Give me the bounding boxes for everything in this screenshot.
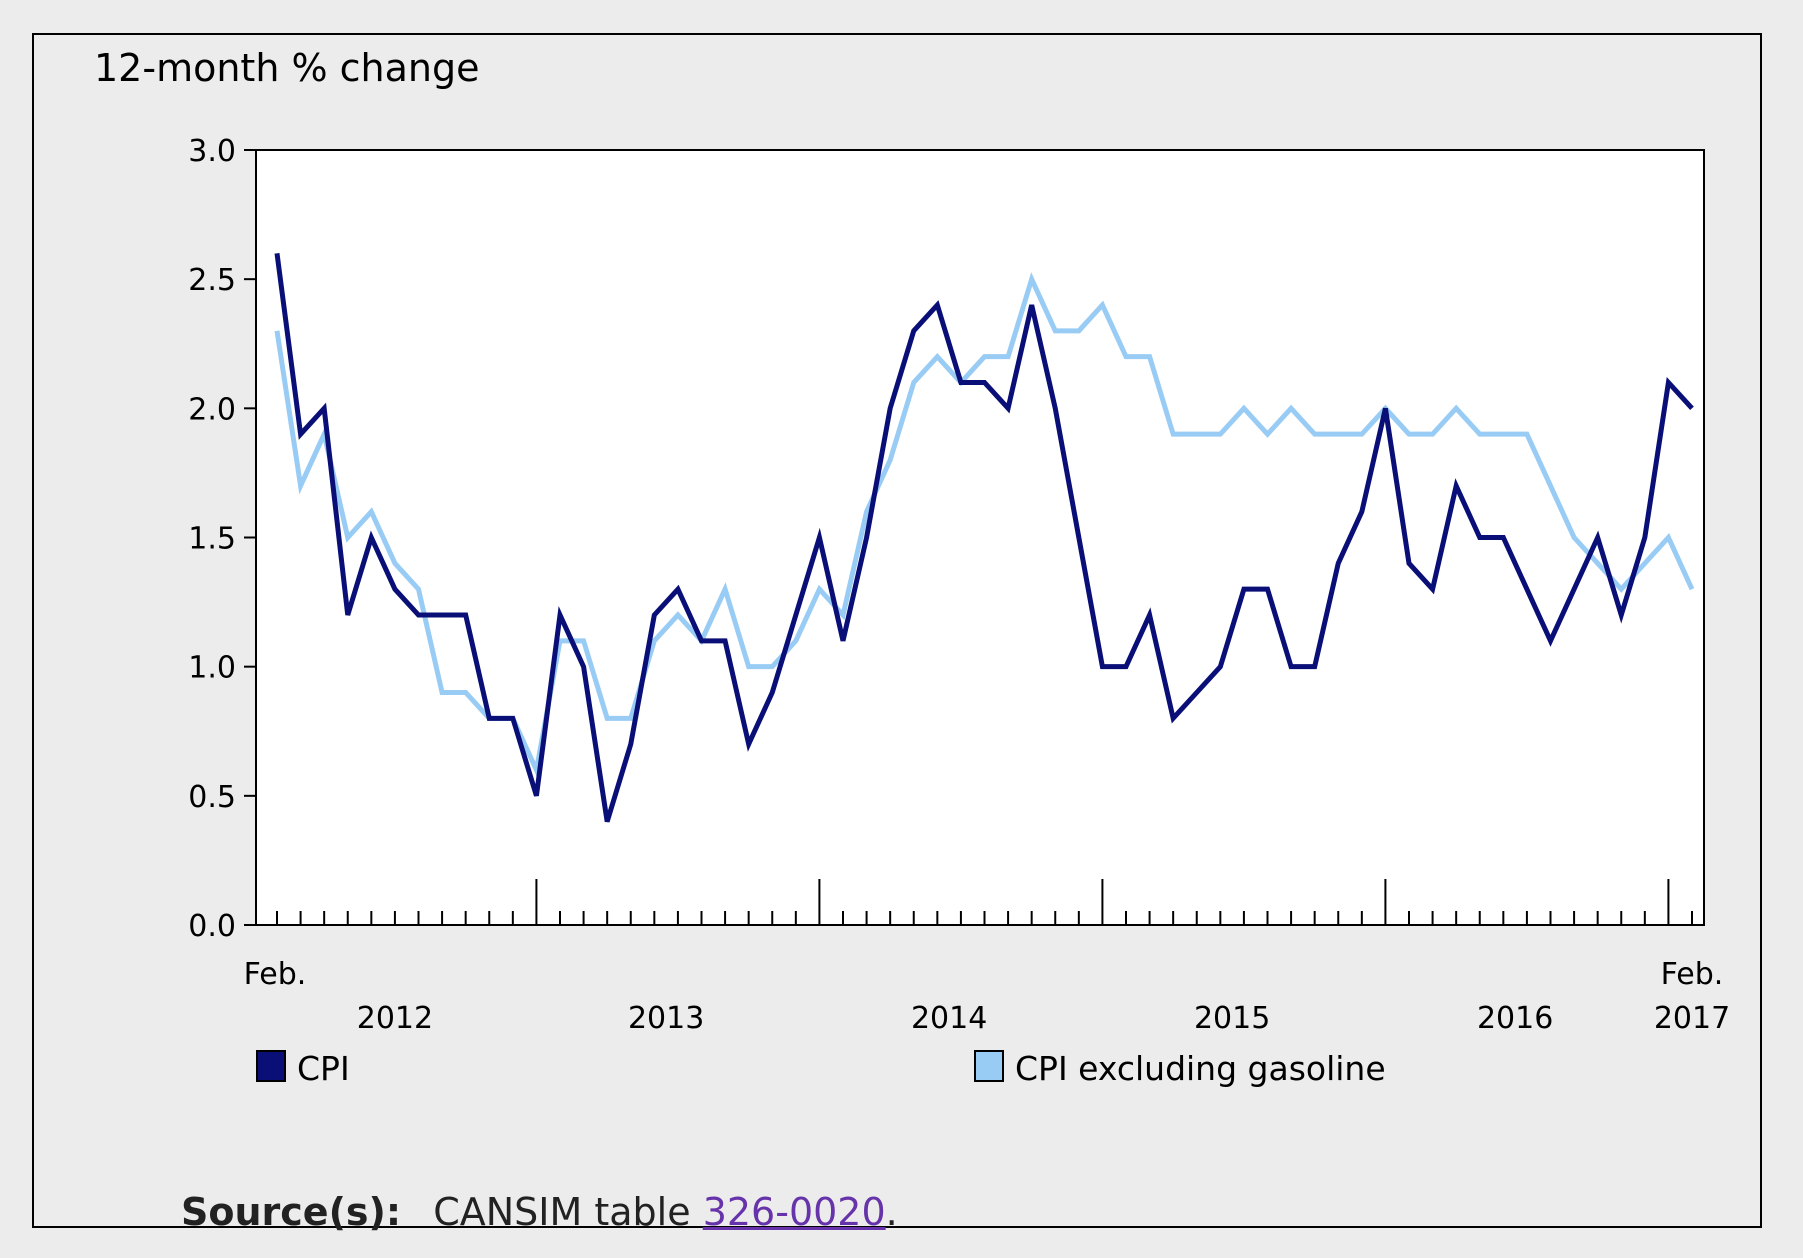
y-axis-title: 12-month % change	[94, 46, 480, 90]
plot-area	[255, 149, 1705, 926]
y-tick-label: 3.0	[188, 134, 236, 169]
legend-label-cpi-excluding-gasoline: CPI excluding gasoline	[1015, 1049, 1386, 1088]
series-line-cpi	[274, 253, 1694, 823]
y-tick-label: 1.0	[188, 651, 236, 686]
y-tick-label: 0.0	[188, 909, 236, 944]
x-year-label: 2015	[1194, 1001, 1270, 1036]
source-prefix: CANSIM table	[433, 1190, 703, 1234]
x-year-label: 2017	[1654, 1001, 1730, 1036]
x-year-label: 2012	[357, 1001, 433, 1036]
legend-label-cpi: CPI	[297, 1049, 350, 1088]
x-axis: Feb. Feb. 2012 2013 2014 2015 2016 2017	[244, 879, 1730, 1036]
x-year-label: 2013	[628, 1001, 704, 1036]
source-note: Source(s): CANSIM table 326-0020.	[181, 1190, 898, 1234]
y-tick-label: 2.5	[188, 263, 236, 298]
cansim-table-link[interactable]: 326-0020	[702, 1190, 886, 1234]
source-label: Source(s):	[181, 1190, 402, 1234]
y-tick-label: 0.5	[188, 780, 236, 815]
x-year-label: 2014	[911, 1001, 987, 1036]
y-axis: 0.0 0.5 1.0 1.5 2.0 2.5 3.0	[188, 134, 256, 944]
legend-swatch-cpi-excluding-gasoline	[974, 1050, 1004, 1082]
x-year-label: 2016	[1477, 1001, 1553, 1036]
line-chart: 12-month % change 0.00.51.01.52.02.53.0 …	[94, 46, 1730, 1088]
source-suffix: .	[885, 1190, 898, 1234]
legend-swatch-cpi	[256, 1050, 286, 1082]
x-end-month-label: Feb.	[1661, 957, 1724, 992]
series-lines	[274, 253, 1695, 823]
y-tick-label: 2.0	[188, 392, 236, 427]
x-start-month-label: Feb.	[244, 957, 307, 992]
legend: CPI CPI excluding gasoline	[256, 1049, 1386, 1088]
y-tick-label: 1.5	[188, 522, 236, 557]
chart-frame: 12-month % change 0.0 0.5 1.0 1.5 2.0 2.5 3.0 …	[32, 33, 1762, 1234]
